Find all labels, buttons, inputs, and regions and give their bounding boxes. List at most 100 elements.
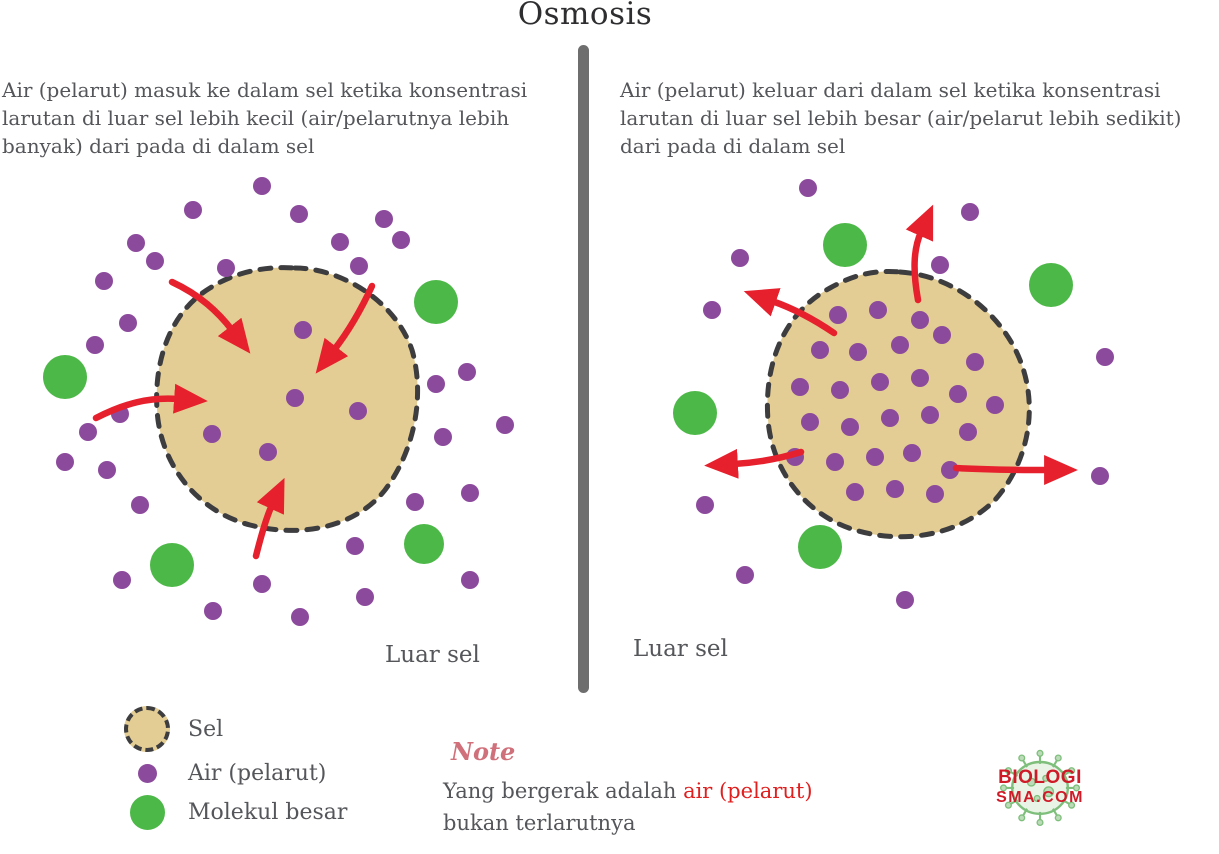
cell-doodle-organelle xyxy=(1026,777,1036,787)
water-dot-outside xyxy=(86,336,104,354)
water-dot-inside xyxy=(349,402,367,420)
logo-text: BIOLOGI SMA.COM xyxy=(980,767,1100,806)
water-dot-outside xyxy=(98,461,116,479)
water-dot-outside xyxy=(111,405,129,423)
cell-doodle-spike-tip xyxy=(1018,754,1026,762)
note-text-before: Yang bergerak adalah xyxy=(443,779,684,803)
water-dot-outside xyxy=(346,537,364,555)
water-dot-outside xyxy=(461,571,479,589)
water-dot-outside xyxy=(736,566,754,584)
large-molecule xyxy=(673,391,717,435)
water-dot-inside xyxy=(959,423,977,441)
water-dot-inside xyxy=(849,343,867,361)
water-dot-outside xyxy=(375,210,393,228)
water-dot-inside xyxy=(903,444,921,462)
note-body: Yang bergerak adalah air (pelarut) bukan… xyxy=(443,776,873,839)
water-dot-outside xyxy=(434,428,452,446)
cell-membrane-left xyxy=(154,265,421,533)
water-dot-outside xyxy=(204,602,222,620)
cell-doodle-spike-tip xyxy=(1036,749,1044,757)
cell-doodle-spike-tip xyxy=(999,784,1008,792)
cell-doodle-spike-tip xyxy=(1004,801,1012,809)
right-panel-description: Air (pelarut) keluar dari dalam sel keti… xyxy=(620,78,1182,158)
cell-doodle-spike-tip xyxy=(1054,814,1062,822)
cell-doodle-icon xyxy=(999,749,1081,827)
water-dot-inside xyxy=(871,373,889,391)
cell-doodle-spike-tip xyxy=(1068,767,1076,775)
osmosis-arrow-right xyxy=(905,204,934,304)
large-molecule xyxy=(798,525,842,569)
water-dot-inside xyxy=(986,396,1004,414)
water-dot-outside xyxy=(1096,348,1114,366)
legend-label-large-molecule: Molekul besar xyxy=(188,800,348,825)
legend-label-cell: Sel xyxy=(188,716,224,742)
cell-doodle-spike-tip xyxy=(1004,767,1012,775)
legend-label-water: Air (pelarut) xyxy=(188,761,327,786)
water-dot-outside xyxy=(146,252,164,270)
water-dot-inside xyxy=(829,306,847,324)
water-dot-outside xyxy=(392,231,410,249)
water-dot-outside xyxy=(131,496,149,514)
water-dot-outside xyxy=(496,416,514,434)
water-dot-outside xyxy=(731,249,749,267)
cell-doodle-organelle xyxy=(1033,794,1041,803)
water-dot-outside xyxy=(95,272,113,290)
water-dot-inside xyxy=(941,461,959,479)
water-dot-outside xyxy=(127,234,145,252)
legend-swatch-box xyxy=(118,706,176,752)
note-text-after: bukan terlarutnya xyxy=(443,810,636,835)
osmosis-arrow-left xyxy=(168,278,251,354)
water-dot-outside xyxy=(458,363,476,381)
panel-divider xyxy=(578,45,589,693)
water-dot-inside xyxy=(966,353,984,371)
water-dot-inside xyxy=(259,443,277,461)
water-dot-outside xyxy=(350,257,368,275)
page-title: Osmosis xyxy=(517,0,653,32)
water-dot-outside xyxy=(113,571,131,589)
water-dot-outside xyxy=(356,588,374,606)
legend-item-cell: Sel xyxy=(118,706,347,752)
large-molecule xyxy=(150,543,194,587)
legend-swatch-box xyxy=(118,764,176,783)
water-dot-inside xyxy=(841,418,859,436)
water-dot-outside xyxy=(331,233,349,251)
osmosis-arrow-left xyxy=(315,282,376,374)
water-dot-inside xyxy=(949,385,967,403)
legend-item-water: Air (pelarut) xyxy=(118,761,347,786)
water-dot-outside xyxy=(217,259,235,277)
water-dot-outside xyxy=(119,314,137,332)
legend-item-large-molecule: Molekul besar xyxy=(118,795,347,830)
water-dot-inside xyxy=(911,369,929,387)
cell-swatch-icon xyxy=(124,706,170,752)
large-molecule-swatch-icon xyxy=(129,795,165,830)
cell-doodle-organelle xyxy=(1043,786,1055,798)
large-molecule xyxy=(823,223,867,267)
water-dot-outside xyxy=(290,205,308,223)
water-dot-inside xyxy=(911,311,929,329)
water-dot-inside xyxy=(791,378,809,396)
water-dot-outside xyxy=(406,493,424,511)
water-dot-outside xyxy=(896,591,914,609)
large-molecule xyxy=(404,524,444,564)
left-outside-cell-label: Luar sel xyxy=(385,642,480,668)
osmosis-arrow-right xyxy=(743,288,838,337)
cell-doodle-spike-tip xyxy=(1036,818,1044,827)
water-dot-outside xyxy=(961,203,979,221)
cell-doodle-spike-tip xyxy=(1072,784,1081,792)
right-outside-cell-label: Luar sel xyxy=(633,636,728,662)
water-dot-inside xyxy=(866,448,884,466)
water-dot-outside xyxy=(253,575,271,593)
water-dot-outside xyxy=(79,423,97,441)
water-dot-inside xyxy=(933,326,951,344)
water-dot-inside xyxy=(826,453,844,471)
water-dot-outside xyxy=(291,608,309,626)
water-dot-outside xyxy=(253,177,271,195)
cell-doodle-spike-tip xyxy=(1054,754,1062,762)
water-dot-outside xyxy=(703,301,721,319)
water-dot-outside xyxy=(427,375,445,393)
note-highlight: air (pelarut) xyxy=(683,779,813,803)
water-dot-outside xyxy=(56,453,74,471)
cell-doodle-spike-tip xyxy=(1018,814,1026,822)
water-dot-outside xyxy=(1091,467,1109,485)
